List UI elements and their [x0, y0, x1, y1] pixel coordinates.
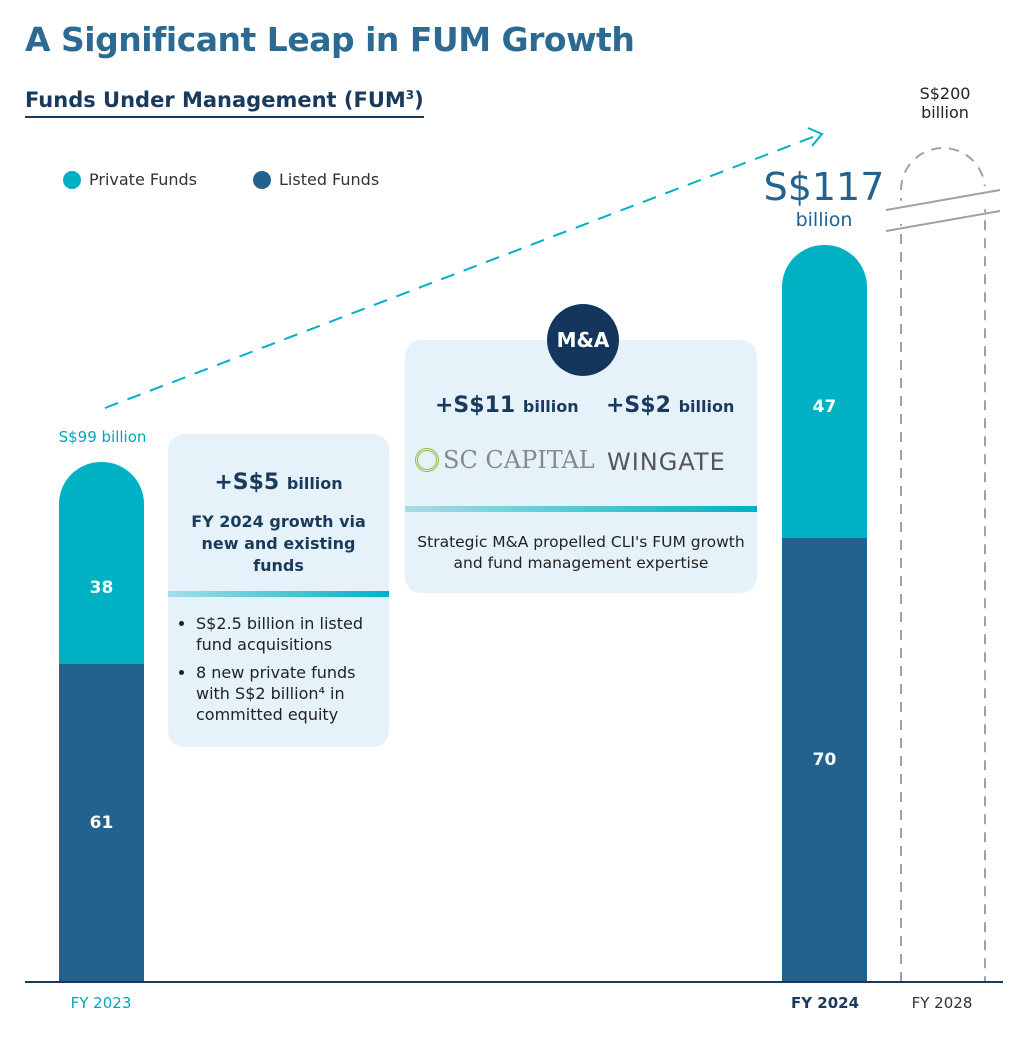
segment-listed: 61: [59, 664, 144, 982]
segment-private: 47: [782, 245, 867, 538]
total-label-fy2028: S$200 billion: [890, 84, 1000, 122]
mna-badge: M&A: [547, 304, 619, 376]
organic-heading: FY 2024 growth via new and existing fund…: [191, 512, 366, 575]
listed-dot-icon: [253, 170, 271, 189]
data-label: 47: [812, 396, 837, 417]
mna-card: +S$11 billion +S$2 billion SC CAPITAL WI…: [405, 340, 757, 593]
mna-note: Strategic M&A propelled CLI's FUM growth…: [417, 533, 745, 572]
legend-listed: Listed Funds: [253, 170, 379, 189]
organic-bullets: S$2.5 billion in listed fund acquisition…: [168, 613, 389, 725]
arrow-head-icon: [807, 127, 824, 147]
sc-logo-text: SC CAPITAL: [443, 446, 595, 474]
legend-private-label: Private Funds: [89, 170, 197, 189]
divider: [168, 591, 389, 597]
segment-private: 38: [59, 462, 144, 664]
x-tick-fy2024: FY 2024: [790, 994, 860, 1012]
bullet-item: S$2.5 billion in listed fund acquisition…: [196, 613, 389, 655]
legend-listed-label: Listed Funds: [279, 170, 380, 189]
x-tick-fy2023: FY 2023: [70, 994, 132, 1012]
bar-fy2028-target: [900, 147, 986, 982]
x-axis: [25, 981, 1003, 983]
footnote-ref: 3: [405, 88, 415, 102]
target-unit: billion: [921, 103, 969, 122]
page-title: A Significant Leap in FUM Growth: [25, 20, 635, 59]
deal-sc-amount: +S$11 billion: [435, 393, 579, 418]
organic-growth-card: +S$5 billion FY 2024 growth via new and …: [168, 434, 389, 747]
divider: [405, 506, 757, 512]
sc-swirl-icon: [415, 448, 439, 472]
subtitle-text: Funds Under Management (FUM: [25, 88, 406, 112]
bar-fy2024: 70 47: [782, 245, 867, 982]
subtitle-close: ): [414, 88, 424, 112]
data-label: 38: [89, 578, 114, 598]
legend-private: Private Funds: [63, 170, 197, 189]
private-dot-icon: [63, 170, 81, 189]
trend-line: [104, 134, 819, 409]
organic-amount: +S$5 billion: [214, 470, 343, 495]
axis-break: [885, 210, 1001, 232]
data-label: 61: [89, 813, 114, 833]
data-label: 70: [812, 750, 837, 770]
total-label-fy2024: S$117 billion: [760, 165, 888, 231]
total-label-fy2023: S$99 billion: [58, 428, 147, 446]
wingate-logo: WINGATE: [607, 448, 726, 476]
section-subtitle: Funds Under Management (FUM3): [25, 88, 424, 118]
bullet-item: 8 new private funds with S$2 billion⁴ in…: [196, 662, 389, 725]
x-tick-fy2028: FY 2028: [911, 994, 973, 1012]
sc-capital-logo: SC CAPITAL: [415, 446, 595, 474]
total-unit: billion: [795, 209, 853, 231]
deal-wingate-amount: +S$2 billion: [606, 393, 735, 418]
segment-listed: 70: [782, 538, 867, 982]
target-value: S$200: [919, 84, 971, 103]
bar-fy2023: 61 38: [59, 462, 144, 982]
axis-break: [885, 189, 1001, 211]
total-value: S$117: [763, 165, 885, 209]
